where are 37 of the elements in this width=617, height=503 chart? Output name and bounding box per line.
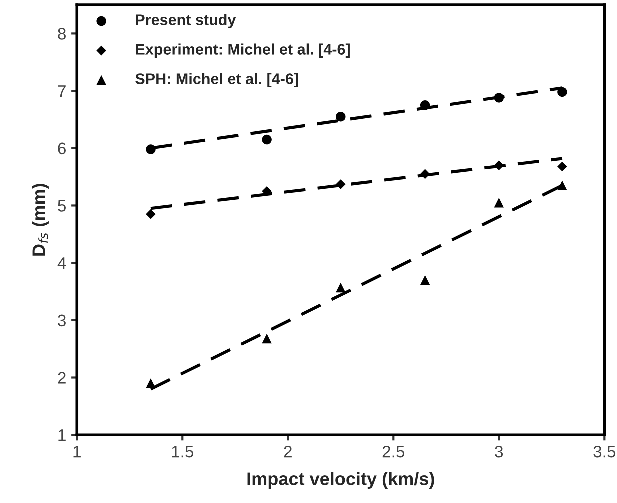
y-tick-label: 8 xyxy=(58,28,66,40)
point xyxy=(146,144,156,154)
y-tick-label: 1 xyxy=(58,430,66,442)
point xyxy=(420,169,430,180)
y-tick-label: 4 xyxy=(58,258,66,270)
x-tick-label: 3 xyxy=(495,446,504,458)
point xyxy=(336,112,346,122)
point xyxy=(494,93,504,103)
x-axis-title: Impact velocity (km/s) xyxy=(248,472,434,489)
point xyxy=(558,162,568,172)
x-tick-label: 2.5 xyxy=(382,446,405,458)
point xyxy=(262,134,272,145)
point xyxy=(262,186,272,196)
y-tick-label: 2 xyxy=(58,372,66,384)
x-tick-label: 1 xyxy=(74,446,81,458)
x-tick-label: 2 xyxy=(284,446,292,458)
y-tick-label: 3 xyxy=(58,314,66,327)
point xyxy=(420,275,430,286)
x-tick-label: 1.5 xyxy=(172,446,194,458)
point xyxy=(494,198,504,208)
point xyxy=(146,378,156,388)
legend-label: Present study xyxy=(136,14,236,28)
point xyxy=(420,100,430,110)
point xyxy=(146,209,156,220)
y-tick-label: 5 xyxy=(58,200,66,212)
y-axis-title: D$_{fs}$ (mm) xyxy=(32,184,49,256)
x-tick-label: 3.5 xyxy=(594,446,616,458)
point xyxy=(336,282,346,293)
point xyxy=(262,334,272,344)
point xyxy=(558,180,568,191)
y-tick-label: 7 xyxy=(58,86,66,98)
point xyxy=(558,87,568,98)
y-tick-label: 6 xyxy=(58,142,66,155)
point xyxy=(494,160,504,170)
legend-label: SPH: Michel et al. [4-6] xyxy=(136,73,298,88)
point xyxy=(336,180,346,190)
legend-label: Experiment: Michel et al. [4-6] xyxy=(136,44,350,58)
